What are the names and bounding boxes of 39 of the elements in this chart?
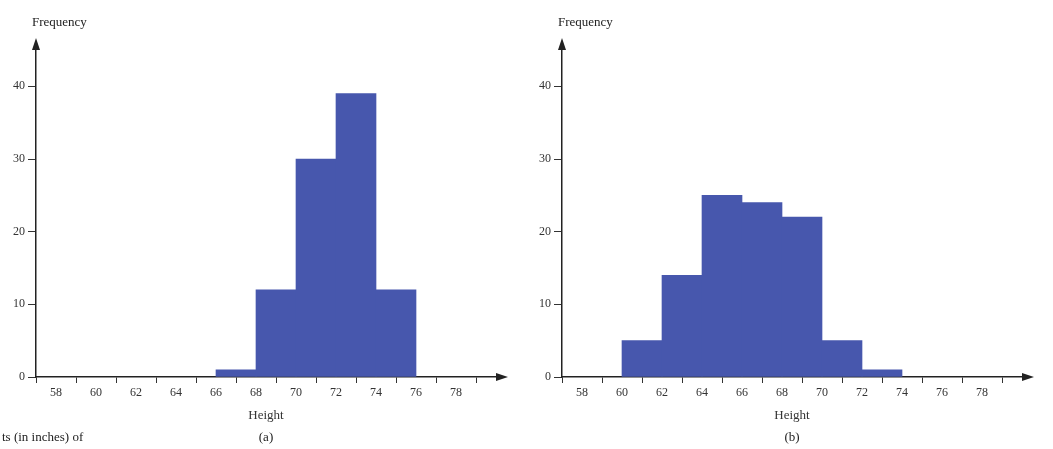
x-tick-label: 76 — [410, 385, 422, 400]
y-tick-label: 30 — [539, 151, 551, 166]
x-tick-label: 66 — [210, 385, 222, 400]
x-tick-label: 72 — [856, 385, 868, 400]
y-axis-title: Frequency — [558, 14, 614, 29]
x-tick-label: 58 — [50, 385, 62, 400]
y-tick-label: 40 — [539, 78, 551, 93]
x-axis-title: Height — [774, 406, 811, 422]
x-tick-label: 64 — [696, 385, 708, 400]
y-tick-label: 0 — [19, 369, 25, 384]
y-axis-title: Frequency — [32, 14, 88, 29]
y-tick-label: 20 — [13, 223, 25, 238]
text: ts (in inches) of — [2, 429, 84, 444]
x-axis-title: Height — [248, 406, 285, 422]
x-tick-label: 68 — [776, 385, 788, 400]
x-tick-label: 66 — [736, 385, 748, 400]
text: (a) — [258, 429, 274, 444]
text: (b) — [784, 429, 800, 444]
y-tick-label: 10 — [539, 296, 551, 311]
x-tick-label: 68 — [250, 385, 262, 400]
x-tick-label: 78 — [450, 385, 462, 400]
x-tick-label: 76 — [936, 385, 948, 400]
x-tick-label: 70 — [290, 385, 302, 400]
x-tick-label: 58 — [576, 385, 588, 400]
x-tick-label: 60 — [616, 385, 628, 400]
y-tick-label: 0 — [545, 369, 551, 384]
x-tick-label: 70 — [816, 385, 828, 400]
x-tick-label: 62 — [656, 385, 668, 400]
x-tick-label: 60 — [90, 385, 102, 400]
x-tick-label: 74 — [896, 385, 908, 400]
x-tick-label: 72 — [330, 385, 342, 400]
x-tick-label: 64 — [170, 385, 182, 400]
y-tick-label: 10 — [13, 296, 25, 311]
y-tick-label: 40 — [13, 78, 25, 93]
x-tick-label: 78 — [976, 385, 988, 400]
x-tick-label: 74 — [370, 385, 382, 400]
x-tick-label: 62 — [130, 385, 142, 400]
y-tick-label: 30 — [13, 151, 25, 166]
y-tick-label: 20 — [539, 223, 551, 238]
